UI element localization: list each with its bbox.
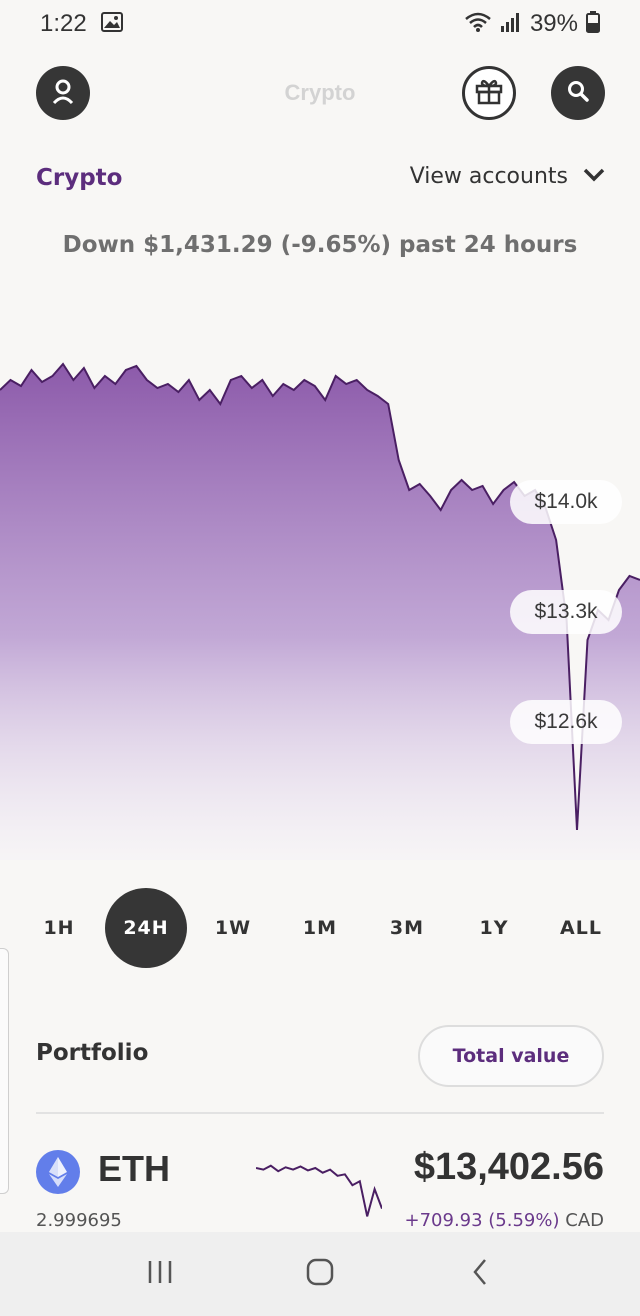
range-24h[interactable]: 24H [105, 888, 187, 968]
range-1m[interactable]: 1M [302, 917, 338, 939]
battery-icon [586, 10, 600, 38]
profile-button[interactable] [36, 66, 90, 120]
divider [36, 1112, 604, 1114]
view-accounts-label: View accounts [409, 164, 568, 189]
signal-icon [500, 12, 522, 37]
price-label-mid: $13.3k [510, 590, 622, 634]
asset-sparkline [256, 1164, 382, 1217]
range-3m[interactable]: 3M [389, 917, 425, 939]
range-1y[interactable]: 1Y [479, 917, 509, 939]
search-button[interactable] [551, 66, 605, 120]
asset-value: $13,402.56 [413, 1146, 604, 1188]
total-value-button[interactable]: Total value [418, 1025, 604, 1087]
asset-amount: 2.999695 [36, 1210, 122, 1231]
status-bar: 1:22 39% [0, 0, 640, 48]
header-title: Crypto [284, 80, 356, 105]
asset-symbol: ETH [98, 1148, 170, 1189]
price-change-summary: Down $1,431.29 (-9.65%) past 24 hours [62, 232, 578, 258]
gift-icon [474, 77, 504, 109]
range-1h[interactable]: 1H [43, 917, 75, 939]
recents-icon [146, 1259, 174, 1289]
time-range-selector: 1H 24H 1W 1M 3M 1Y ALL [18, 888, 622, 968]
ethereum-icon [36, 1150, 80, 1194]
portfolio-title: Portfolio [36, 1040, 149, 1066]
back-icon [470, 1257, 490, 1291]
asset-change-amount: +709.93 (5.59%) [404, 1210, 560, 1231]
sparkline-path [256, 1164, 382, 1217]
back-button[interactable] [450, 1244, 510, 1304]
asset-row-eth[interactable]: ETH 2.999695 $13,402.56 +709.93 (5.59%) … [0, 1140, 640, 1232]
recents-button[interactable] [130, 1244, 190, 1304]
profile-icon [49, 77, 77, 109]
image-notification-icon [100, 12, 123, 36]
gift-button[interactable] [462, 66, 516, 120]
price-chart[interactable]: $14.0k $13.3k $12.6k [0, 340, 640, 860]
home-button[interactable] [290, 1244, 350, 1304]
battery-percent: 39% [529, 10, 578, 37]
status-time: 1:22 [40, 10, 87, 37]
asset-currency: CAD [565, 1210, 604, 1231]
range-all[interactable]: ALL [560, 917, 602, 939]
chevron-down-icon [582, 164, 606, 189]
system-nav-bar [0, 1232, 640, 1316]
range-1w[interactable]: 1W [214, 917, 252, 939]
price-label-high: $14.0k [510, 480, 622, 524]
home-icon [305, 1257, 335, 1291]
wifi-icon [464, 11, 492, 38]
app-header: Crypto [0, 66, 640, 120]
section-label: Crypto [36, 165, 123, 191]
view-accounts-dropdown[interactable]: View accounts [410, 164, 606, 189]
price-label-low: $12.6k [510, 700, 622, 744]
search-icon [566, 79, 590, 107]
asset-change: +709.93 (5.59%) CAD [405, 1210, 605, 1231]
side-panel-handle[interactable] [0, 948, 9, 1194]
